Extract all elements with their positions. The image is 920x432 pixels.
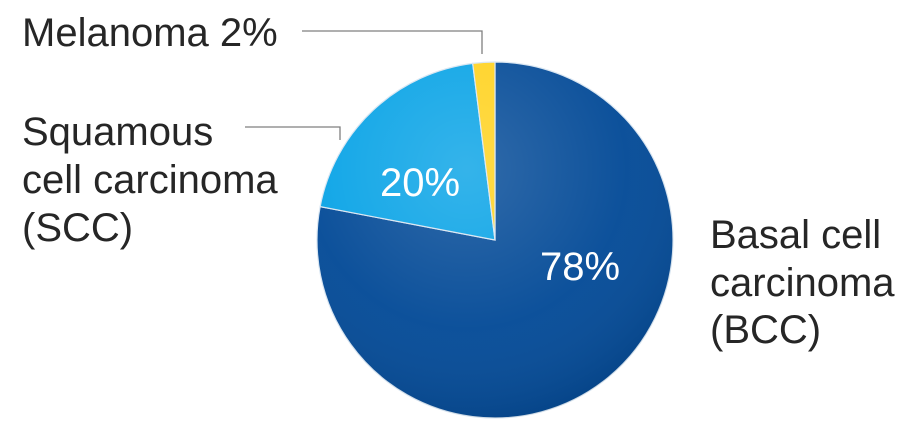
slice-value-label: 20%: [380, 161, 460, 205]
slice-category-label: carcinoma: [710, 261, 895, 305]
leader-lines: [245, 30, 483, 140]
slice-category-label: Squamous: [22, 110, 213, 154]
slice-category-label: (BCC): [710, 308, 821, 352]
slice-category-label: cell carcinoma: [22, 158, 278, 202]
pie-shine: [317, 62, 673, 418]
slice-category-label: Melanoma 2%: [22, 11, 278, 55]
slice-category-label: (SCC): [22, 206, 133, 250]
leader-line: [245, 126, 341, 140]
slice-category-label: Basal cell: [710, 213, 881, 257]
pie-shading: [317, 62, 673, 418]
slice-value-label: 78%: [540, 245, 620, 289]
leader-line: [302, 30, 483, 54]
